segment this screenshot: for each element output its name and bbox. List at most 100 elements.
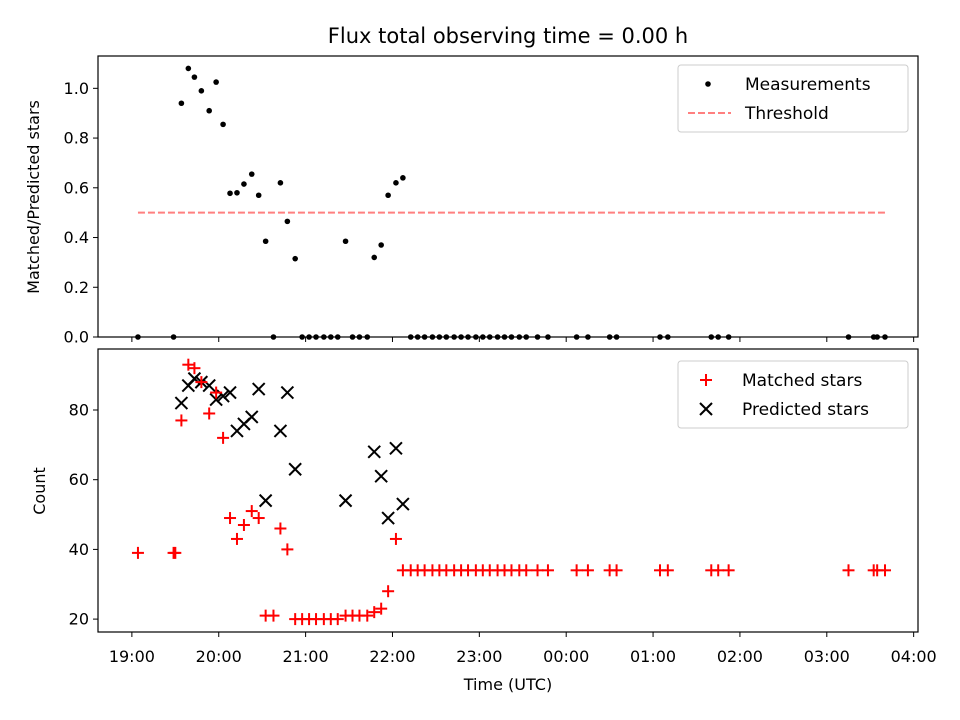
measurement-point (665, 334, 671, 340)
matched-star-marker (531, 564, 544, 577)
measurement-point (327, 334, 334, 340)
top-y-axis-label: Matched/Predicted stars (24, 100, 43, 294)
measurement-point (534, 334, 541, 340)
predicted-star-marker (258, 493, 273, 508)
predicted-star-marker (223, 385, 237, 400)
predicted-star-marker (209, 392, 223, 407)
measurement-point (284, 218, 291, 225)
measurement-point (334, 334, 341, 340)
predicted-star-marker (396, 497, 410, 511)
measurement-point (255, 192, 262, 199)
measurement-point (508, 334, 515, 340)
measurement-point (206, 107, 212, 114)
legend-predicted-label: Predicted stars (742, 400, 869, 420)
measurement-point (465, 334, 471, 340)
bottom-x-tick-label: 20:00 (196, 647, 242, 666)
bottom-y-tick-label: 20 (69, 610, 89, 629)
matched-star-marker (230, 532, 243, 545)
predicted-star-marker (273, 424, 288, 438)
measurement-point (606, 334, 613, 340)
matched-star-marker (722, 564, 735, 577)
bottom-x-tick-label: 22:00 (369, 647, 415, 666)
matched-star-marker (570, 564, 583, 577)
matched-star-marker (361, 609, 374, 622)
legend-predicted-marker (699, 402, 713, 416)
measurement-point (882, 334, 888, 340)
measurement-point (270, 334, 277, 340)
predicted-star-marker (374, 469, 388, 483)
bottom-y-tick-label: 40 (69, 540, 89, 559)
matched-star-marker (581, 564, 594, 577)
matched-star-marker (541, 564, 554, 577)
measurement-point (385, 192, 391, 199)
predicted-star-marker (245, 410, 259, 424)
measurement-point (523, 334, 530, 340)
predicted-star-marker (251, 382, 266, 396)
chart-title: Flux total observing time = 0.00 h (328, 24, 688, 48)
legend-measurements-label: Measurements (745, 75, 871, 95)
bottom-x-tick-label: 21:00 (283, 647, 329, 666)
matched-star-marker (217, 431, 230, 444)
top-y-tick-label: 0.6 (64, 178, 89, 197)
measurement-point (451, 334, 457, 340)
legend-threshold-label: Threshold (744, 104, 829, 124)
matched-star-marker (375, 602, 388, 615)
predicted-star-marker (367, 445, 381, 459)
measurement-point (436, 334, 443, 340)
measurement-point (262, 238, 269, 245)
matched-star-marker (237, 519, 250, 532)
measurement-point (170, 334, 177, 340)
measurement-point (429, 334, 436, 340)
bottom-x-tick-label: 19:00 (109, 647, 155, 666)
measurement-point (573, 334, 580, 340)
matched-star-marker (281, 543, 294, 556)
matched-star-marker (610, 564, 623, 577)
predicted-star-marker (174, 396, 189, 410)
bottom-y-tick-label: 60 (69, 470, 89, 489)
predicted-star-marker (389, 441, 403, 456)
measurement-point (458, 334, 464, 340)
matched-star-marker (520, 564, 533, 577)
bottom-x-tick-label: 00:00 (543, 647, 589, 666)
measurement-point (845, 334, 852, 340)
top-y-tick-label: 1.0 (64, 79, 89, 98)
measurement-point (421, 334, 428, 340)
matched-star-marker (224, 512, 237, 525)
measurement-point (715, 334, 722, 340)
matched-star-marker (368, 606, 381, 619)
matched-star-marker (203, 407, 216, 420)
bottom-legend-box (677, 360, 909, 429)
measurement-point (378, 242, 384, 248)
bottom-y-tick-label: 80 (69, 400, 89, 419)
matched-star-marker (382, 585, 395, 598)
measurement-point (364, 334, 371, 340)
measurement-point (234, 189, 240, 196)
bottom-plot-area (97, 348, 919, 633)
matched-star-marker (195, 376, 208, 389)
measurement-point (349, 334, 356, 340)
measurement-point (393, 180, 399, 186)
measurement-point (501, 334, 508, 340)
measurement-point (494, 334, 501, 340)
predicted-star-marker (288, 462, 302, 476)
measurement-point (220, 121, 226, 128)
predicted-star-marker (338, 493, 353, 508)
matched-star-marker (210, 386, 223, 399)
measurement-point (480, 334, 486, 340)
bottom-x-tick-label: 03:00 (804, 647, 850, 666)
measurement-point (708, 334, 715, 340)
measurement-point (178, 100, 185, 107)
measurement-point (443, 334, 450, 340)
matched-star-marker (182, 358, 195, 371)
legend-matched-marker (700, 374, 712, 386)
measurement-point (725, 334, 732, 340)
matched-star-marker (389, 532, 402, 545)
measurement-point (191, 74, 198, 80)
matched-star-marker (331, 613, 344, 626)
measurement-point (545, 334, 551, 340)
top-legend-box (677, 64, 909, 133)
top-panel: 0.0 0.2 0.4 0.6 0.8 1.0 Matched/Predicted sta… (24, 55, 919, 347)
x-axis-label: Time (UTC) (463, 675, 552, 694)
bottom-x-tick-label: 04:00 (891, 647, 937, 666)
measurement-point (657, 334, 663, 340)
